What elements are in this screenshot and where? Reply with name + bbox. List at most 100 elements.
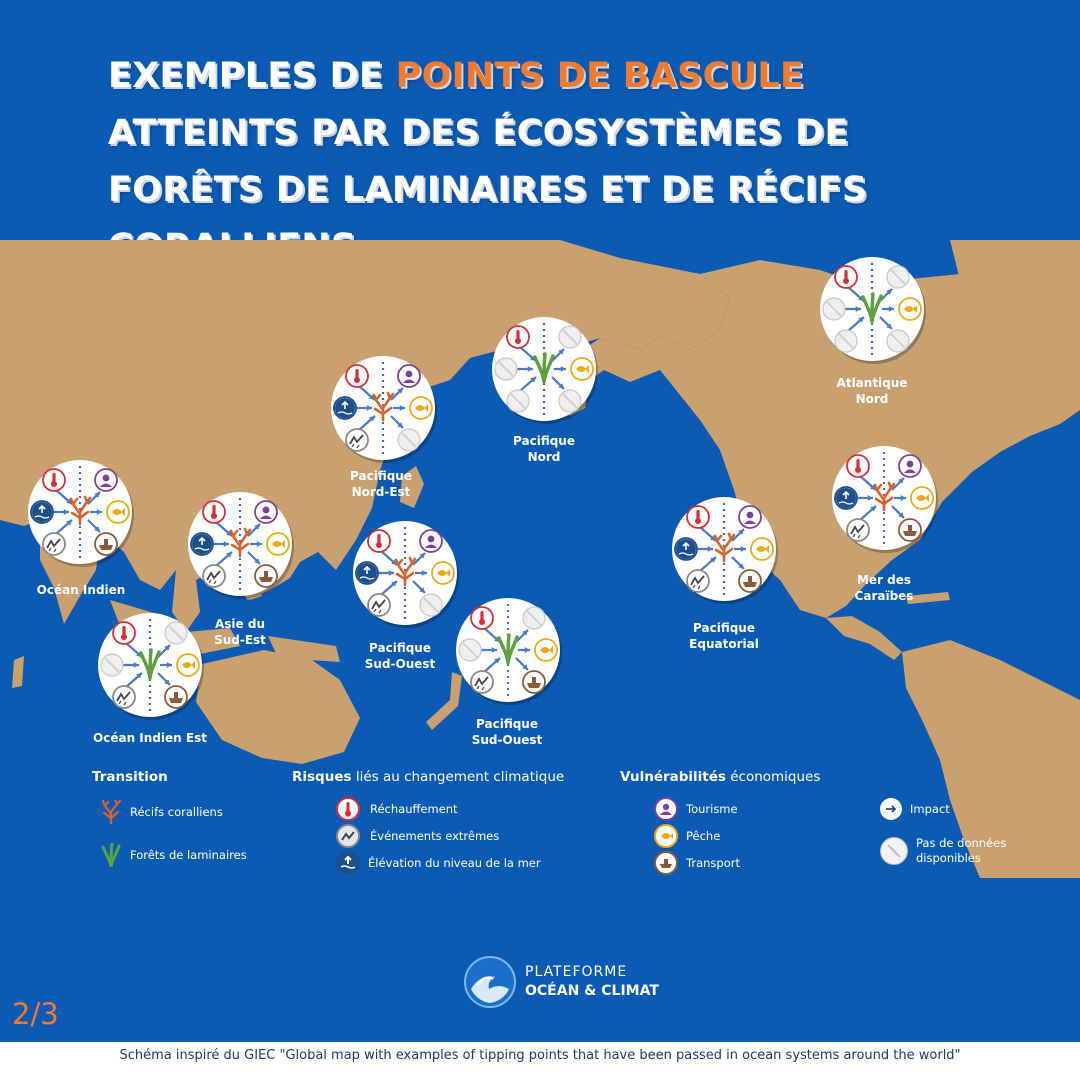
ship-icon <box>886 329 910 353</box>
fish-icon <box>910 486 934 510</box>
thermometer-icon <box>686 505 710 529</box>
coral-icon <box>101 800 122 824</box>
region-label-pacifique-sud-ouest-1: Pacifique Sud-Ouest <box>364 641 436 671</box>
sea-level-icon <box>190 532 214 556</box>
storm-icon <box>686 569 710 593</box>
logo-line-1: PLATEFORME <box>525 964 628 980</box>
region-marker-pacifique-equatorial <box>672 497 778 604</box>
sea-level-icon <box>30 500 54 524</box>
region-marker-atlantique-nord <box>820 257 926 364</box>
tourism-icon <box>254 500 278 524</box>
legend-item-impact: Impact <box>880 798 950 820</box>
sea-level-icon <box>333 396 357 420</box>
land-greenland <box>950 240 1080 336</box>
region-label-pacifique-equatorial: Pacifique Equatorial <box>689 621 759 651</box>
land-caribbean <box>906 592 950 604</box>
thermometer-icon <box>470 606 494 630</box>
region-label-pacifique-nord: Pacifique Nord <box>513 434 575 464</box>
coral-icon <box>229 527 252 558</box>
sea-level-icon <box>674 537 698 561</box>
wave-logo-icon <box>464 956 516 1008</box>
ship-icon <box>164 685 188 709</box>
region-marker-mer-des-caraibes <box>832 446 938 553</box>
ship-icon <box>254 564 278 588</box>
land-new-zealand <box>426 672 462 730</box>
ship-icon <box>94 532 118 556</box>
thermometer-icon <box>834 265 858 289</box>
tourism-icon <box>419 529 443 553</box>
storm-icon <box>345 428 369 452</box>
land-se-asia <box>172 570 200 632</box>
tourism-icon <box>94 468 118 492</box>
kelp-icon <box>533 352 555 384</box>
region-markers <box>28 257 938 720</box>
kelp-icon <box>101 843 121 867</box>
region-label-pacifique-sud-ouest-2: Pacifique Sud-Ouest <box>471 717 543 747</box>
land-south-america <box>902 640 1080 878</box>
storm-icon <box>202 564 226 588</box>
region-label-pacifique-nord-est: Pacifique Nord-Est <box>350 469 412 499</box>
footer-credit: Schéma inspiré du GIEC "Global map with … <box>119 1048 961 1063</box>
fish-icon <box>431 561 455 585</box>
storm-icon <box>834 329 858 353</box>
thermometer-icon <box>367 529 391 553</box>
coral-icon <box>713 532 736 563</box>
fish-icon <box>409 396 433 420</box>
region-label-atlantique-nord: Atlantique Nord <box>836 376 908 406</box>
no-data-icon <box>880 837 908 865</box>
ship-icon <box>419 593 443 617</box>
tourism-icon <box>886 265 910 289</box>
region-marker-pacifique-nord-est <box>331 356 437 463</box>
sea-level-icon <box>834 486 858 510</box>
storm-icon <box>470 670 494 694</box>
thermometer-icon <box>345 364 369 388</box>
page-number: 2/3 <box>12 997 59 1031</box>
sea-level-icon <box>458 638 482 662</box>
land-madagascar <box>12 656 24 688</box>
land-alaska <box>580 338 660 382</box>
thermometer-icon <box>42 468 66 492</box>
region-label-asie-sud-est: Asie du Sud-Est <box>214 617 266 647</box>
land-japan <box>400 466 424 508</box>
title-highlight: POINTS DE BASCULE <box>395 56 805 96</box>
ship-icon <box>898 518 922 542</box>
sea-level-icon <box>822 297 846 321</box>
legend-item-fishing: Pêche <box>654 824 720 848</box>
title-line-3: FORÊTS DE LAMINAIRES ET DE RÉCIFS <box>108 170 868 210</box>
sea-level-icon <box>336 851 360 875</box>
thermometer-icon <box>112 621 136 645</box>
tourism-icon <box>654 797 678 821</box>
legend-item-kelp: Forêts de laminaires <box>100 843 247 867</box>
land-australia <box>196 650 360 764</box>
tourism-icon <box>558 325 582 349</box>
legend-item-tourism: Tourisme <box>654 797 738 821</box>
sea-level-icon <box>494 357 518 381</box>
ship-icon <box>738 569 762 593</box>
fish-icon <box>106 500 130 524</box>
legend-vulnerabilities-title: Vulnérabilités économiques <box>620 769 821 785</box>
kelp-icon <box>139 648 161 680</box>
ship-icon <box>654 851 678 875</box>
storm-icon <box>336 824 360 848</box>
thermometer-icon <box>202 500 226 524</box>
title-line-2: ATTEINTS PAR DES ÉCOSYSTÈMES DE <box>108 113 849 153</box>
region-marker-pacifique-sud-ouest-1 <box>353 521 459 628</box>
storm-icon <box>42 532 66 556</box>
legend-risks-title: Risques liés au changement climatique <box>292 769 565 785</box>
ship-icon <box>558 389 582 413</box>
tourism-icon <box>898 454 922 478</box>
fish-icon <box>176 653 200 677</box>
storm-icon <box>112 685 136 709</box>
legend-item-coral: Récifs coralliens <box>100 800 223 824</box>
ship-icon <box>397 428 421 452</box>
thermometer-icon <box>336 797 360 821</box>
legend-transition-title: Transition <box>92 769 168 785</box>
coral-icon <box>69 495 92 526</box>
coral-icon <box>372 391 395 422</box>
region-marker-pacifique-nord <box>492 317 598 424</box>
tourism-icon <box>522 606 546 630</box>
region-label-ocean-indien-est: Océan Indien Est <box>93 731 207 745</box>
legend-item-warming: Réchauffement <box>336 797 458 821</box>
coral-icon <box>873 481 896 512</box>
legend-item-extremes: Événements extrêmes <box>336 824 499 848</box>
